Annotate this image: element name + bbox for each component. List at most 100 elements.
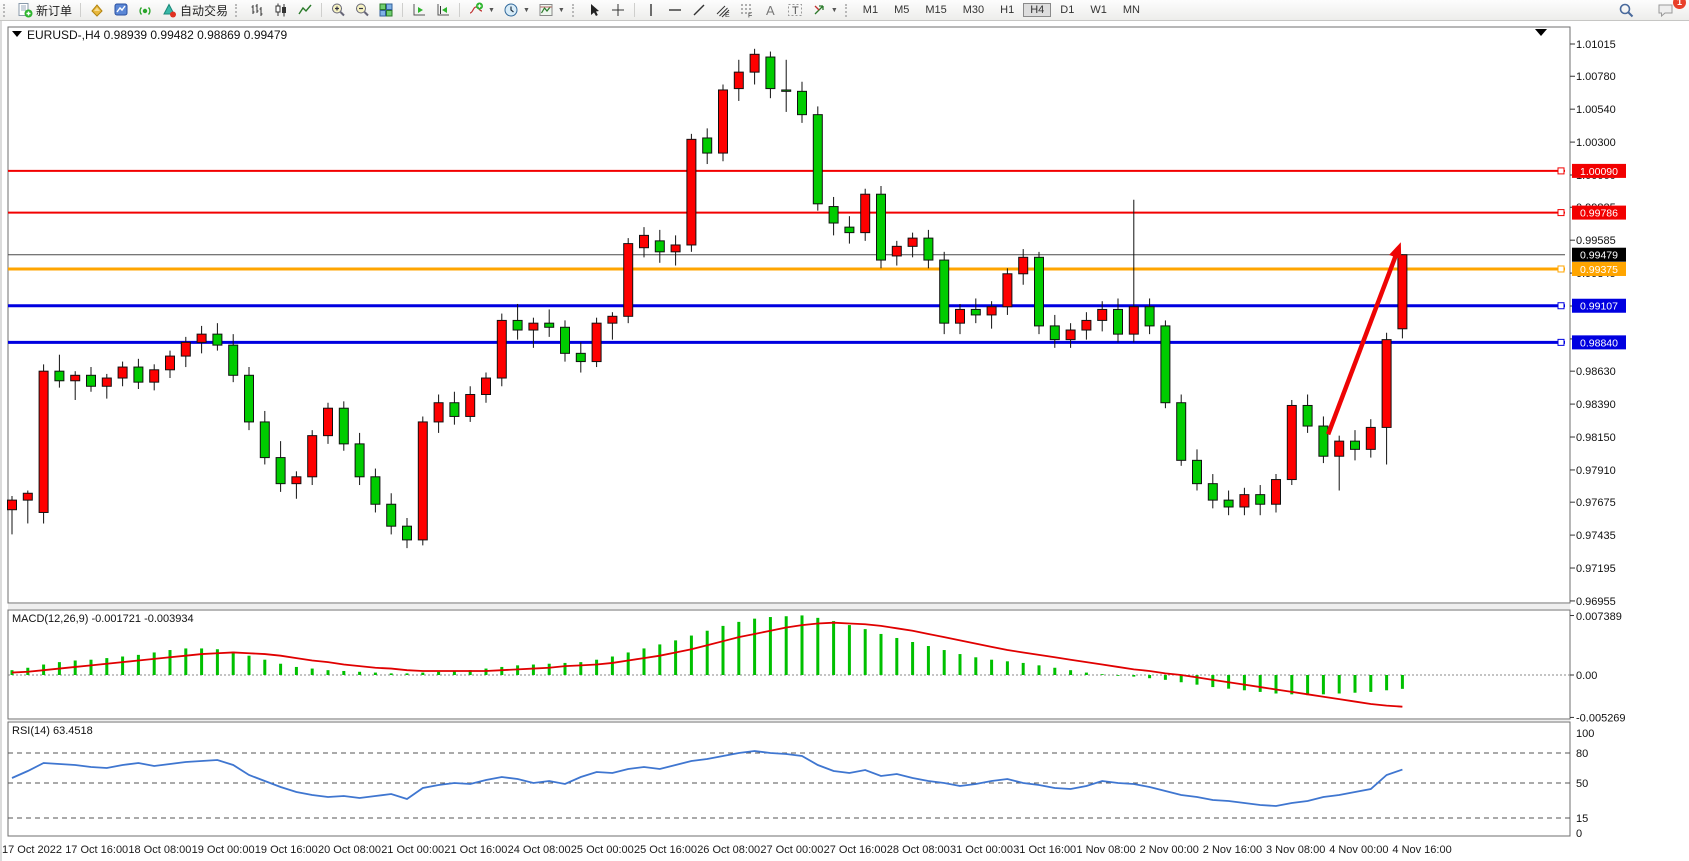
candle (1018, 256, 1029, 275)
toolbar-grip[interactable] (3, 3, 9, 17)
rsi-tick-label: 15 (1576, 813, 1588, 825)
community-button[interactable] (109, 1, 133, 19)
time-axis-label: 18 Oct 08:00 (128, 844, 191, 856)
macd-pane[interactable] (7, 609, 1571, 720)
tile-windows-icon (378, 2, 394, 18)
pane-splitter[interactable] (8, 720, 1570, 721)
candle (1113, 308, 1123, 335)
trend-arrow-head[interactable] (1389, 242, 1402, 260)
candle (1065, 329, 1076, 341)
candle (686, 138, 697, 246)
price-tick-label: 0.97195 (1576, 563, 1616, 575)
timeframe-button-M5[interactable]: M5 (894, 4, 910, 16)
bar-chart-button[interactable] (245, 1, 269, 19)
price-badge-label: 0.99786 (1580, 208, 1618, 220)
auto-scroll-button[interactable] (407, 1, 431, 19)
dropdown-arrow-icon: ▼ (522, 6, 530, 14)
line-end-marker[interactable] (1557, 209, 1565, 217)
candle (860, 193, 871, 234)
horizontal-line-button[interactable] (663, 1, 687, 19)
vertical-line-button[interactable] (639, 1, 663, 19)
timeframe-button-H4[interactable]: H4 (1023, 3, 1052, 17)
time-axis-label: 17 Oct 16:00 (65, 844, 128, 856)
tile-windows-button[interactable] (374, 1, 398, 19)
text-button[interactable]: A (759, 1, 783, 19)
line-end-marker[interactable] (1557, 302, 1565, 310)
candle (1302, 404, 1313, 427)
time-axis-label: 21 Oct 00:00 (381, 844, 444, 856)
chart-shift-button[interactable] (431, 1, 455, 19)
candle (876, 193, 886, 261)
candle (1334, 440, 1345, 457)
candle (117, 366, 128, 379)
auto-trading-button[interactable]: 自动交易 (157, 1, 232, 19)
candle (70, 374, 81, 382)
zoom-out-button[interactable] (350, 1, 374, 19)
fibonacci-button[interactable]: F (735, 1, 759, 19)
candle (970, 308, 981, 316)
zoom-in-button[interactable] (326, 1, 350, 19)
periods-button[interactable]: ▼ (499, 1, 534, 19)
price-tick-label: 0.98150 (1576, 432, 1616, 444)
equidistant-channel-button[interactable]: E (711, 1, 735, 19)
price-badge-label: 1.00090 (1580, 166, 1618, 178)
toolbar-separator (402, 3, 404, 17)
candle (512, 319, 523, 331)
candle (623, 243, 634, 317)
timeframe-button-H1[interactable]: H1 (1000, 4, 1015, 16)
candle (1381, 339, 1392, 428)
line-end-marker[interactable] (1557, 338, 1565, 346)
price-tick-label: 1.00780 (1576, 71, 1616, 83)
timeframe-button-M30[interactable]: M30 (962, 4, 985, 16)
timeframe-button-D1[interactable]: D1 (1060, 4, 1075, 16)
rsi-pane[interactable] (7, 721, 1571, 837)
candle (1002, 273, 1013, 308)
signals-button[interactable] (133, 1, 157, 19)
new-order-button[interactable]: 新订单 (13, 1, 76, 19)
time-axis-label: 3 Nov 08:00 (1266, 844, 1325, 856)
macd-tick-label: 0.007389 (1576, 611, 1622, 623)
toolbar-separator (321, 3, 323, 17)
trendline-button[interactable] (687, 1, 711, 19)
notifications-button[interactable]: 1 (1653, 0, 1686, 19)
timeframe-button-M1[interactable]: M1 (862, 4, 879, 16)
toolbar-grip[interactable] (571, 3, 578, 17)
indicators-button[interactable]: ▼ (464, 1, 499, 19)
price-tick-label: 0.96955 (1576, 596, 1616, 608)
time-axis-label: 31 Oct 16:00 (1013, 844, 1076, 856)
one-click-trading-arrow-icon[interactable] (12, 31, 22, 37)
crosshair-button[interactable] (606, 1, 630, 19)
timeframe-button-MN[interactable]: MN (1122, 4, 1140, 16)
candle (560, 326, 570, 354)
market-button[interactable] (85, 1, 109, 19)
toolbar-separator (633, 3, 635, 17)
arrows-button[interactable]: ▼ (807, 1, 842, 19)
pane-splitter[interactable] (8, 604, 1570, 609)
zoom-in-icon (330, 2, 346, 18)
templates-button[interactable]: ▼ (534, 1, 569, 19)
svg-text:F: F (748, 13, 752, 19)
price-tick-label: 0.98630 (1576, 366, 1616, 378)
price-tick-label: 0.97435 (1576, 530, 1616, 542)
line-end-marker[interactable] (1557, 167, 1565, 175)
candle (165, 355, 175, 371)
toolbar-grip[interactable] (844, 3, 851, 17)
text-label-button[interactable]: T (783, 1, 807, 19)
line-end-marker[interactable] (1557, 265, 1565, 273)
chat-bubble-icon (1657, 2, 1675, 18)
time-axis-label: 4 Nov 00:00 (1329, 844, 1388, 856)
candle (133, 366, 144, 383)
timeframe-button-W1[interactable]: W1 (1090, 4, 1107, 16)
search-button[interactable] (1614, 1, 1639, 19)
candle (228, 344, 239, 376)
timeframe-button-M15[interactable]: M15 (925, 4, 947, 16)
toolbar-grip[interactable] (235, 3, 241, 17)
time-axis-label: 19 Oct 00:00 (192, 844, 255, 856)
line-chart-button[interactable] (293, 1, 317, 19)
main-price-pane[interactable] (7, 26, 1571, 604)
trend-arrow-line[interactable] (1326, 252, 1399, 436)
cursor-button[interactable] (582, 1, 606, 19)
chart-shift-marker[interactable] (1535, 29, 1547, 36)
candlestick-chart-button[interactable] (269, 1, 293, 19)
